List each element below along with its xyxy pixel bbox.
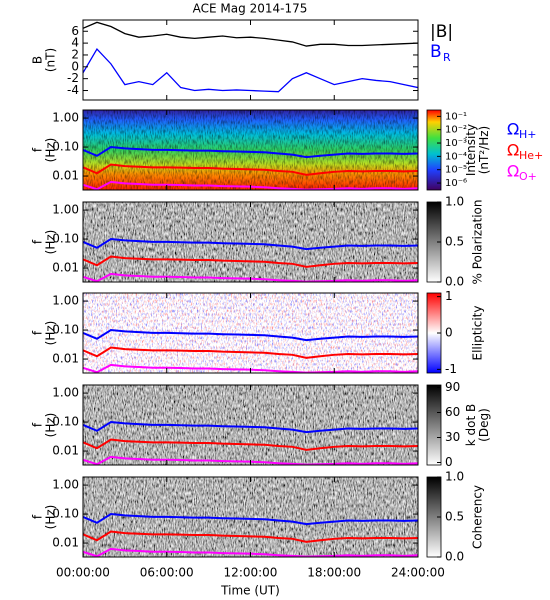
gyrofrequency-line (83, 438, 418, 451)
y-tick-label: 0.01 (52, 261, 79, 275)
colorbar-tick-label: 10⁻³ (445, 138, 467, 149)
colorbar-tick-label: 1.0 (445, 195, 464, 209)
gyrofrequency-line (83, 421, 418, 434)
colorbar-tick-label: 30 (445, 430, 460, 444)
spectrogram-texture (83, 477, 418, 557)
x-tick-label: 00:00:00 (56, 566, 110, 580)
y-axis-label-units: (Hz) (44, 321, 58, 346)
y-axis-label: f (31, 514, 45, 519)
y-axis-label-units: (Hz) (44, 138, 58, 163)
colorbar-tick-label: 10⁻⁴ (445, 151, 467, 162)
y-tick-label: 6 (71, 24, 79, 38)
colorbar-label: Intensity (464, 124, 478, 176)
colorbar-tick-label: 10⁻² (445, 125, 467, 136)
gyrofrequency-line (83, 238, 418, 251)
y-axis-label: f (31, 422, 45, 427)
colorbar (426, 384, 442, 466)
legend-label: B (430, 42, 442, 62)
colorbar-tick-label: 1 (445, 289, 453, 303)
y-tick-label: 1.00 (52, 478, 79, 492)
colorbar (426, 109, 442, 191)
legend-subscript: R (443, 51, 451, 64)
colorbar-tick-label: 0 (445, 326, 453, 340)
colorbar-tick-label: 90 (445, 380, 460, 394)
legend-label: |B| (430, 22, 453, 42)
colorbar-tick-label: 0.0 (445, 275, 464, 289)
y-tick-label: 2 (71, 47, 79, 61)
colorbar-tick-label: 10⁻⁶ (445, 178, 467, 189)
colorbar-tick-label: 0.0 (445, 550, 464, 564)
y-tick-label: 0.10 (52, 323, 79, 337)
colorbar-tick-label: 0.5 (445, 235, 464, 249)
colorbar-tick-label: 1.0 (445, 470, 464, 484)
gyrofrequency-line (83, 513, 418, 526)
gyrofrequency-line (83, 346, 418, 359)
y-tick-label: 0.10 (52, 140, 79, 154)
y-tick-label: 1.00 (52, 111, 79, 125)
y-axis-label: f (31, 239, 45, 244)
y-tick-label: 0.01 (52, 536, 79, 550)
y-tick-label: 1.00 (52, 203, 79, 217)
spectrogram-texture (83, 110, 418, 190)
gyrofrequency-line (83, 163, 418, 176)
line (83, 21, 418, 47)
colorbar-tick-label: 0 (445, 455, 453, 469)
y-tick-label: 0 (71, 59, 79, 73)
spectrogram-texture (83, 385, 418, 465)
gyrofrequency-line (83, 255, 418, 268)
x-tick-label: 06:00:00 (140, 566, 194, 580)
plot-frame (82, 19, 419, 101)
spectrogram-texture (83, 202, 418, 282)
legend-label: Ω (507, 141, 519, 160)
legend-subscript: O+ (519, 170, 537, 183)
colorbar-tick-label: 0.5 (445, 510, 464, 524)
legend-subscript: He+ (519, 149, 543, 162)
gyrofrequency-line (83, 329, 418, 342)
y-tick-label: 0.10 (52, 232, 79, 246)
colorbar-tick-label: 10⁻¹ (445, 111, 467, 122)
colorbar-label: (Deg) (477, 408, 491, 442)
x-tick-label: 18:00:00 (307, 566, 361, 580)
colorbar-label: (nT²/Hz) (477, 126, 491, 174)
x-axis-label: Time (UT) (220, 584, 280, 598)
spectrogram-texture (83, 293, 418, 373)
colorbar-tick-label: 60 (445, 405, 460, 419)
gyrofrequency-line (83, 530, 418, 543)
y-tick-label: 0.01 (52, 352, 79, 366)
y-axis-label-units: (Hz) (44, 505, 58, 530)
y-tick-label: 0.01 (52, 169, 79, 183)
y-axis-label-units: (Hz) (44, 230, 58, 255)
y-tick-label: 1.00 (52, 294, 79, 308)
legend-subscript: H+ (519, 128, 537, 141)
colorbar-tick-label: -1 (445, 362, 457, 376)
colorbar-label: Ellipticity (471, 306, 485, 361)
y-axis-label: f (31, 147, 45, 152)
y-tick-label: 1.00 (52, 386, 79, 400)
y-axis-label: f (31, 330, 45, 335)
y-tick-label: 0.01 (52, 444, 79, 458)
y-tick-label: -4 (67, 83, 79, 97)
y-tick-label: -2 (67, 71, 79, 85)
x-tick-label: 12:00:00 (224, 566, 278, 580)
colorbar-label: k dot B (464, 404, 478, 446)
legend-label: Ω (507, 120, 519, 139)
colorbar-tick-label: 10⁻⁵ (445, 165, 467, 176)
y-tick-label: 0.10 (52, 415, 79, 429)
y-axis-label: B (31, 56, 45, 64)
x-tick-label: 24:00:00 (391, 566, 445, 580)
colorbar-label: Coherency (471, 485, 485, 549)
colorbar-label: % Polarization (471, 200, 485, 285)
chart-title: ACE Mag 2014-175 (193, 2, 308, 16)
y-axis-label-units: (nT) (44, 48, 58, 72)
y-tick-label: 4 (71, 36, 79, 50)
line (83, 47, 418, 93)
y-tick-label: 0.10 (52, 507, 79, 521)
y-axis-label-units: (Hz) (44, 413, 58, 438)
legend-label: Ω (507, 162, 519, 181)
gyrofrequency-line (83, 146, 418, 159)
